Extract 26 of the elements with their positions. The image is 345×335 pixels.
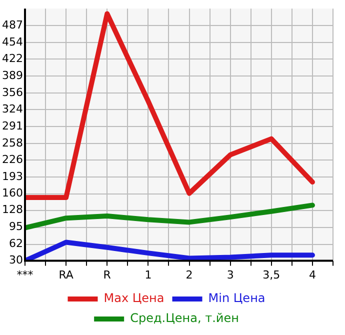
y-tick-label: 128	[2, 203, 23, 216]
y-tick-label: 160	[2, 186, 23, 200]
y-tick-label: 30	[8, 254, 23, 267]
y-tick-label: 487	[2, 18, 23, 32]
y-tick-label: 324	[2, 102, 23, 116]
y-tick-label: 389	[2, 68, 23, 82]
y-tick-label: 193	[2, 170, 23, 183]
y-tick-label: 226	[2, 152, 23, 166]
x-tick-label: 3	[226, 268, 234, 282]
y-tick-label: 95	[8, 220, 23, 234]
y-tick-label: 258	[2, 136, 23, 150]
x-tick-label: 1	[144, 268, 152, 282]
x-tick-label: 3,5	[262, 268, 280, 282]
y-tick-label: 356	[2, 86, 23, 99]
x-tick-label: 4	[308, 268, 316, 282]
y-tick-label: 291	[2, 119, 23, 132]
legend-label: Сред.Цена, т.йен	[130, 311, 239, 326]
y-tick-label: 62	[8, 237, 23, 250]
y-tick-label: 454	[2, 35, 23, 48]
x-tick-label: RA	[58, 268, 74, 282]
x-tick-label: R	[103, 268, 112, 282]
legend-label: Min Цена	[208, 291, 266, 306]
x-tick-label: 2	[186, 268, 193, 282]
y-tick-label: 422	[2, 52, 23, 65]
legend-label: Max Цена	[104, 291, 164, 306]
x-tick-label: ***	[16, 268, 34, 282]
